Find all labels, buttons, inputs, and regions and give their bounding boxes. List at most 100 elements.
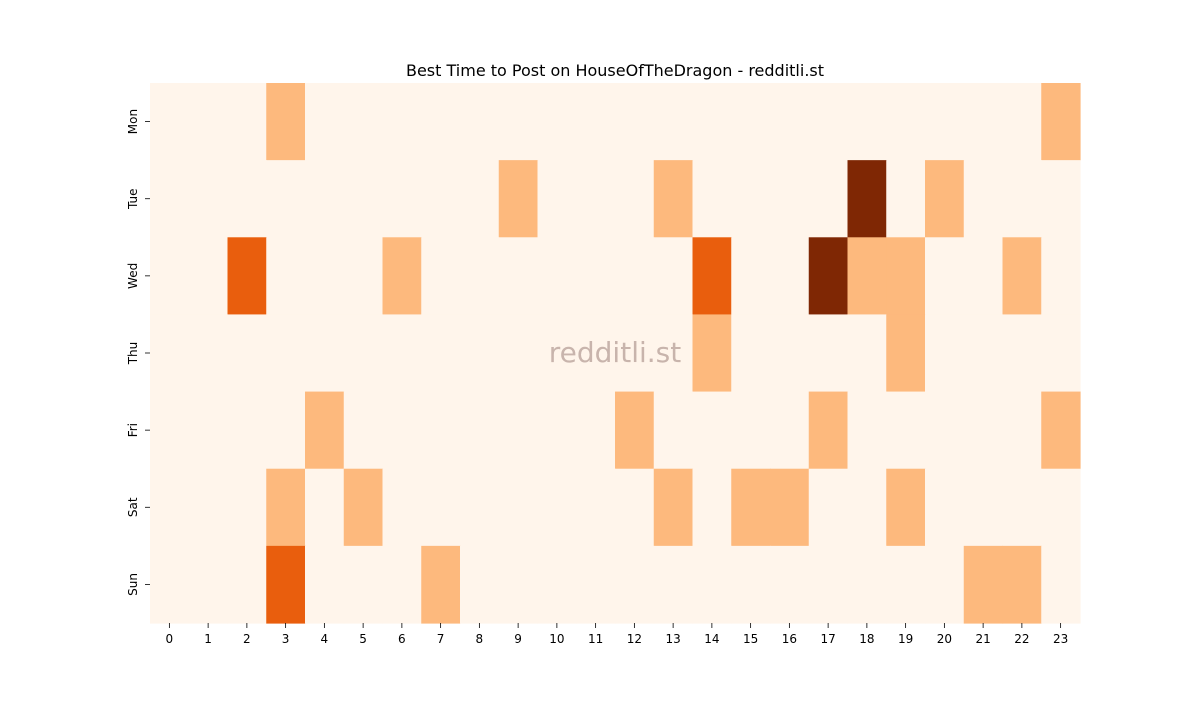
heatmap-cell-tue-5	[343, 160, 384, 238]
heatmap-cell-sun-20	[925, 545, 965, 624]
x-tick-label: 6	[398, 632, 406, 646]
chart-title: Best Time to Post on HouseOfTheDragon - …	[406, 61, 824, 80]
heatmap-cell-fri-12	[615, 391, 655, 470]
heatmap-cell-sat-16	[770, 468, 810, 547]
x-tick-label: 20	[937, 632, 952, 646]
heatmap-cell-tue-22	[1002, 160, 1042, 238]
heatmap-cell-wed-16	[770, 237, 810, 316]
heatmap-cell-fri-2	[227, 391, 267, 470]
heatmap-cell-tue-13	[653, 160, 694, 238]
heatmap-cell-sun-22	[1002, 545, 1042, 624]
x-tick-label: 23	[1053, 632, 1068, 646]
heatmap-cell-wed-15	[731, 237, 771, 316]
heatmap-cell-sun-3	[266, 545, 306, 624]
heatmap-cell-thu-16	[770, 314, 810, 393]
x-tick-label: 10	[549, 632, 564, 646]
heatmap-cell-sun-1	[188, 545, 229, 624]
heatmap-cell-sat-5	[343, 468, 384, 547]
heatmap-cell-tue-12	[615, 160, 655, 238]
heatmap-cell-wed-23	[1041, 237, 1081, 316]
heatmap-cell-fri-8	[460, 391, 500, 470]
heatmap-cell-mon-5	[343, 83, 384, 161]
heatmap-cell-thu-12	[615, 314, 655, 393]
heatmap-cell-thu-13	[653, 314, 694, 393]
heatmap-cell-sun-9	[498, 545, 539, 624]
heatmap-cell-mon-21	[963, 83, 1004, 161]
heatmap-cell-tue-20	[925, 160, 965, 238]
heatmap-cell-wed-17	[808, 237, 849, 316]
heatmap-cell-wed-1	[188, 237, 229, 316]
heatmap-cell-sun-12	[615, 545, 655, 624]
heatmap-cell-fri-17	[808, 391, 849, 470]
heatmap-cell-fri-13	[653, 391, 694, 470]
heatmap-cell-wed-3	[266, 237, 306, 316]
heatmap-cell-tue-23	[1041, 160, 1081, 238]
x-tick-label: 4	[321, 632, 329, 646]
heatmap-cell-mon-22	[1002, 83, 1042, 161]
x-tick-label: 16	[782, 632, 797, 646]
heatmap-cell-mon-12	[615, 83, 655, 161]
heatmap-cell-tue-0	[150, 160, 190, 238]
heatmap-cell-sat-13	[653, 468, 694, 547]
heatmap-cell-fri-16	[770, 391, 810, 470]
heatmap-cell-sun-19	[886, 545, 926, 624]
heatmap-cell-sat-19	[886, 468, 926, 547]
heatmap-cell-tue-2	[227, 160, 267, 238]
y-tick-label: Mon	[126, 109, 140, 134]
heatmap-cell-sat-7	[421, 468, 461, 547]
heatmap-cell-wed-21	[963, 237, 1004, 316]
x-tick-label: 18	[859, 632, 874, 646]
heatmap-cell-mon-18	[847, 83, 887, 161]
heatmap-cell-tue-3	[266, 160, 306, 238]
heatmap-cell-sat-3	[266, 468, 306, 547]
heatmap-cell-wed-18	[847, 237, 887, 316]
heatmap-cell-sun-16	[770, 545, 810, 624]
heatmap-cell-mon-3	[266, 83, 306, 161]
heatmap-cell-tue-17	[808, 160, 849, 238]
heatmap-cell-fri-1	[188, 391, 229, 470]
heatmap-cell-thu-22	[1002, 314, 1042, 393]
x-tick-label: 12	[627, 632, 642, 646]
heatmap-cell-wed-0	[150, 237, 190, 316]
x-tick-label: 15	[743, 632, 758, 646]
heatmap-cell-sat-23	[1041, 468, 1081, 547]
heatmap-cell-sat-11	[576, 468, 616, 547]
x-tick-label: 21	[975, 632, 990, 646]
heatmap-cell-tue-1	[188, 160, 229, 238]
heatmap-cell-fri-3	[266, 391, 306, 470]
watermark-text: redditli.st	[549, 336, 681, 369]
heatmap-cell-sat-14	[692, 468, 732, 547]
heatmap-cell-wed-6	[382, 237, 422, 316]
heatmap-cell-wed-8	[460, 237, 500, 316]
heatmap-cell-tue-11	[576, 160, 616, 238]
heatmap-cell-wed-5	[343, 237, 384, 316]
y-tick-label: Sun	[126, 573, 140, 596]
y-tick-label: Sat	[126, 497, 140, 517]
heatmap-cell-tue-15	[731, 160, 771, 238]
heatmap-cell-sun-5	[343, 545, 384, 624]
heatmap-cell-thu-7	[421, 314, 461, 393]
heatmap-cell-mon-0	[150, 83, 190, 161]
heatmap-cell-wed-7	[421, 237, 461, 316]
x-tick-label: 8	[476, 632, 484, 646]
heatmap-cell-wed-9	[498, 237, 539, 316]
heatmap-cell-tue-21	[963, 160, 1004, 238]
heatmap-cell-mon-23	[1041, 83, 1081, 161]
heatmap-cell-sun-8	[460, 545, 500, 624]
heatmap-cell-mon-15	[731, 83, 771, 161]
heatmap-cell-tue-10	[537, 160, 577, 238]
heatmap-cell-thu-14	[692, 314, 732, 393]
heatmap-cell-fri-19	[886, 391, 926, 470]
heatmap-cell-fri-15	[731, 391, 771, 470]
heatmap-cell-mon-17	[808, 83, 849, 161]
heatmap-cell-fri-11	[576, 391, 616, 470]
x-tick-label: 7	[437, 632, 445, 646]
heatmap-cell-wed-12	[615, 237, 655, 316]
heatmap-cell-thu-15	[731, 314, 771, 393]
heatmap-cell-mon-10	[537, 83, 577, 161]
heatmap-cell-tue-8	[460, 160, 500, 238]
heatmap-cell-sun-11	[576, 545, 616, 624]
heatmap-cell-tue-6	[382, 160, 422, 238]
